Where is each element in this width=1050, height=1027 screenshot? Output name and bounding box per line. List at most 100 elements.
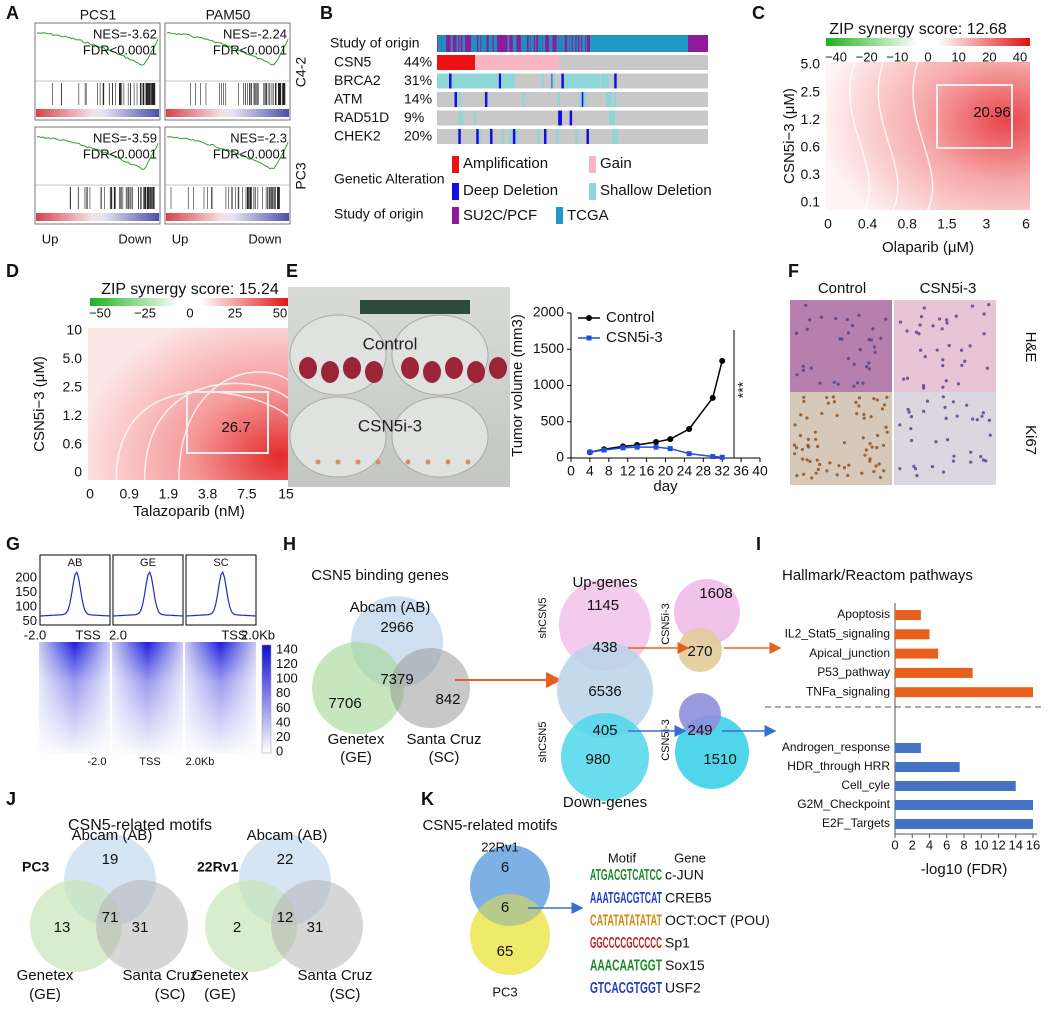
gsea-x-label: Down (118, 231, 151, 246)
gsea-panel (34, 126, 161, 225)
colorbar-label: 0 (924, 49, 931, 64)
alteration (579, 92, 582, 107)
nucleus (795, 446, 799, 450)
nucleus (913, 467, 918, 471)
nucleus (862, 416, 866, 420)
y-tick-label: 100 (15, 598, 37, 613)
count: 270 (687, 643, 712, 660)
nucleus (931, 324, 935, 328)
column-label: CSN5i-3 (920, 280, 977, 297)
nucleus (944, 416, 948, 420)
nucleus (941, 358, 945, 362)
nucleus (946, 438, 950, 442)
x-tick-label: 0 (824, 216, 832, 232)
study-stripe (542, 35, 544, 52)
nes: NES=-3.59 (93, 130, 157, 145)
tumor (375, 459, 381, 465)
alteration (484, 92, 488, 107)
nucleus (852, 362, 856, 366)
nucleus (982, 332, 986, 336)
alteration (496, 73, 499, 89)
nucleus (861, 436, 865, 440)
profile-box (39, 554, 111, 626)
nucleus (861, 381, 865, 385)
legend-swatch (452, 207, 459, 224)
colorbar-label: 10 (951, 49, 965, 64)
nucleus (937, 317, 942, 321)
legend-title: Study of origin (334, 206, 424, 222)
bar (895, 648, 939, 659)
nucleus (810, 476, 814, 480)
study-stripe (548, 35, 552, 52)
study-stripe (558, 35, 561, 52)
x-tick-label: 12 (991, 837, 1005, 852)
study-stripe (450, 35, 453, 52)
bar (895, 687, 1033, 698)
nucleus (873, 350, 877, 355)
marker (719, 454, 725, 460)
alteration (458, 110, 462, 126)
nucleus (969, 450, 973, 454)
alteration (614, 73, 617, 89)
marker (667, 436, 674, 443)
count: 2966 (380, 619, 413, 636)
fdr: FDR<0.0001 (213, 146, 287, 161)
x-tick-label: 0.8 (897, 216, 917, 232)
x-tick-label: 4 (586, 463, 594, 479)
nucleus (882, 469, 886, 473)
venn-set (390, 648, 470, 728)
set-label: Santa Cruz (122, 967, 197, 984)
nucleus (880, 407, 885, 411)
profile (185, 571, 257, 617)
marker (709, 394, 716, 401)
nucleus (857, 313, 861, 317)
marker (686, 426, 693, 432)
alteration (454, 92, 457, 107)
colorbar (90, 298, 290, 306)
enrichment-curve (36, 135, 159, 170)
nucleus (801, 368, 805, 372)
nucleus (792, 443, 797, 447)
colorbar-label: 80 (276, 685, 290, 700)
nucleus (814, 471, 818, 475)
panel-label: A (6, 3, 19, 23)
nucleus (955, 414, 959, 418)
study-stripe (475, 35, 477, 52)
nucleus (863, 453, 867, 457)
bar (895, 667, 973, 678)
nucleus (835, 413, 839, 418)
nucleus (945, 321, 949, 325)
heatmap-fade (112, 642, 183, 754)
nucleus (858, 347, 862, 352)
nucleus (805, 458, 809, 462)
count: 1510 (703, 751, 736, 768)
nucleus (864, 364, 869, 369)
motif-logo: GGCCCCGCCCCC (590, 935, 662, 952)
alteration (522, 92, 525, 107)
panel-label: C (752, 3, 765, 23)
rank-bar (36, 109, 159, 117)
x-tick-label: 4 (926, 837, 933, 852)
nucleus (875, 398, 879, 402)
micrograph (790, 392, 892, 485)
x-tick-label: 15 (278, 486, 294, 502)
profile-title: AB (68, 557, 83, 569)
nucleus (846, 473, 850, 478)
study-stripe (532, 35, 534, 52)
alteration (566, 73, 569, 89)
alteration (559, 110, 562, 126)
marker (667, 446, 673, 452)
nucleus (941, 470, 946, 474)
legend-label: SU2C/PCF (463, 207, 537, 224)
study-block (590, 35, 688, 52)
alteration (537, 129, 540, 144)
bar (895, 762, 960, 772)
column-header: Gene (674, 850, 706, 865)
set-label: (SC) (429, 749, 460, 766)
x-tick-label: 2.0Kb (241, 627, 275, 642)
nucleus (864, 448, 868, 452)
contour (143, 382, 291, 481)
study-stripe (551, 35, 553, 52)
alteration (583, 92, 586, 107)
nucleus (918, 323, 922, 327)
